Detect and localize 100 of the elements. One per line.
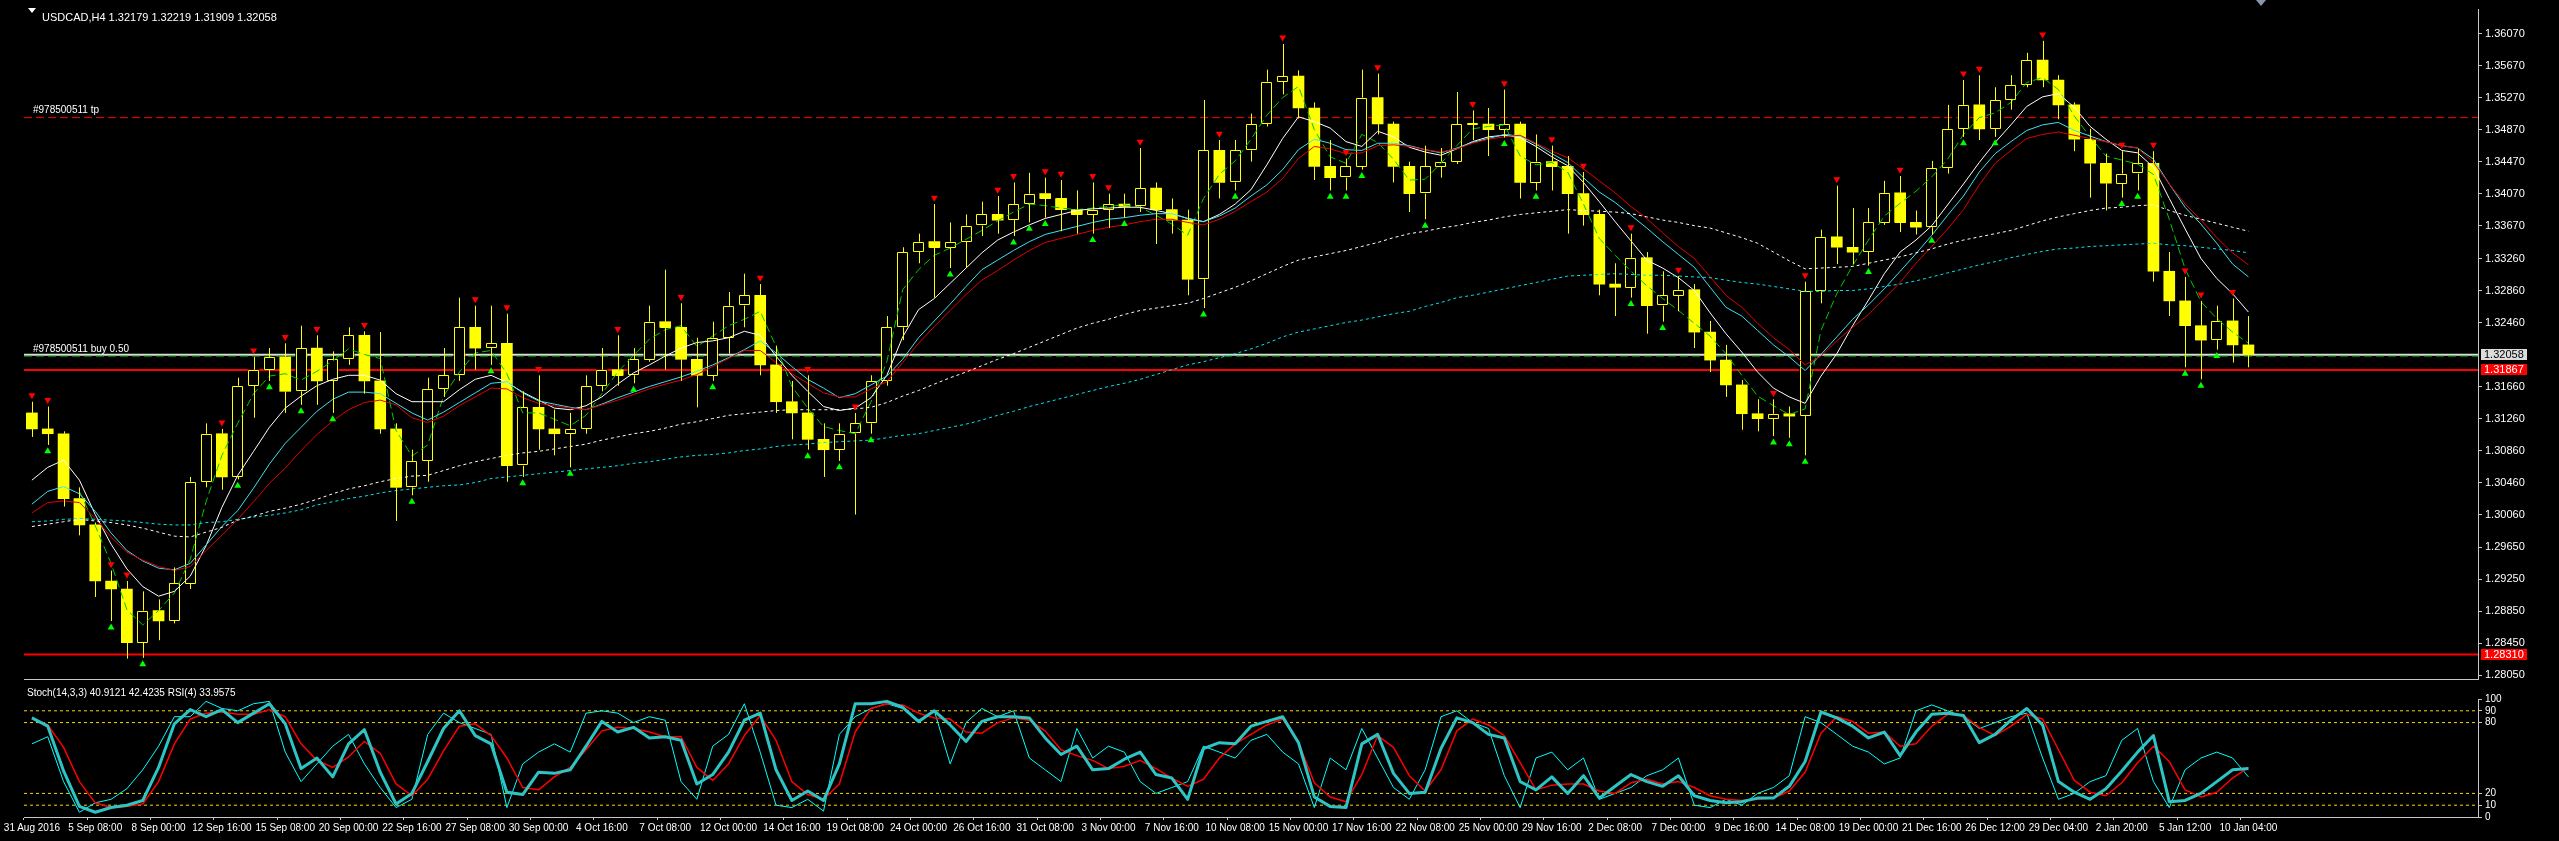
candlestick [232, 377, 243, 480]
candlestick [89, 522, 102, 598]
x-tick-label: 14 Oct 16:00 [763, 821, 821, 833]
point [804, 366, 812, 373]
point [471, 297, 479, 304]
point [1374, 65, 1382, 72]
ref-line-label: 1.32058 [2484, 348, 2524, 361]
candlestick [945, 221, 956, 269]
candlestick [1894, 175, 1906, 233]
point [1770, 438, 1777, 445]
candlestick [1863, 207, 1874, 267]
candlestick [1198, 99, 1209, 309]
y-tick-label: 1.31260 [2485, 411, 2525, 424]
point [2118, 200, 2126, 207]
x-tick-label: 4 Oct 16:00 [576, 821, 629, 833]
candlestick [121, 580, 133, 660]
point [1675, 267, 1682, 274]
candlestick [1926, 160, 1937, 235]
candlestick [1150, 181, 1162, 245]
candlestick [1989, 86, 2001, 138]
candlestick [1530, 133, 1541, 191]
point [1010, 174, 1017, 181]
candlestick [2179, 276, 2191, 368]
candlestick [961, 213, 972, 269]
y-tick-label: 100 [2485, 692, 2503, 704]
candlestick [358, 330, 371, 395]
point [2197, 292, 2205, 299]
candlestick [247, 356, 260, 419]
point [1326, 192, 1334, 199]
x-tick-label: 7 Dec 00:00 [1651, 821, 1706, 833]
candlestick [2005, 74, 2016, 111]
candlestick [976, 201, 987, 237]
candlestick [1688, 283, 1701, 349]
x-tick-label: 7 Nov 16:00 [1144, 821, 1200, 833]
candlestick [1261, 69, 1273, 127]
candlestick [2116, 150, 2127, 199]
x-tick-label: 9 Dec 16:00 [1714, 821, 1770, 833]
point [408, 497, 416, 504]
candlestick [406, 449, 417, 496]
y-tick-label: 1.34470 [2485, 154, 2525, 167]
candlestick [706, 321, 719, 382]
candlestick [675, 302, 687, 382]
candlestick [913, 233, 924, 264]
candlestick [169, 566, 180, 624]
point [2181, 369, 2189, 376]
candlestick [1514, 121, 1526, 199]
candlestick [216, 428, 228, 491]
candlestick [201, 422, 212, 488]
candlestick [1087, 181, 1098, 235]
y-tick-label: 1.35270 [2485, 90, 2525, 103]
candlestick [1561, 155, 1574, 235]
candlestick [422, 377, 433, 483]
candlestick [770, 345, 782, 414]
point [1975, 66, 1983, 73]
point [503, 305, 511, 312]
x-tick-label: 21 Dec 16:00 [1902, 821, 1962, 833]
point [1896, 167, 1904, 174]
candlestick [469, 305, 482, 371]
x-tick-label: 20 Sep 00:00 [318, 821, 379, 833]
x-tick-label: 15 Sep 08:00 [255, 821, 316, 833]
point [1025, 224, 1033, 231]
candlestick [342, 326, 355, 366]
point [281, 334, 289, 341]
y-tick-label: 1.30460 [2485, 475, 2525, 488]
y-tick-label: 1.32460 [2485, 315, 2525, 328]
candlestick [1420, 145, 1431, 220]
point [1342, 192, 1350, 199]
x-tick-label: 2 Dec 08:00 [1588, 821, 1643, 833]
x-tick-label: 30 Sep 00:00 [508, 821, 569, 833]
point [1532, 192, 1540, 199]
candlestick [1593, 209, 1606, 296]
candlestick [1451, 91, 1462, 165]
x-tick-label: 25 Nov 00:00 [1458, 821, 1519, 833]
point [1041, 169, 1049, 176]
point [1089, 174, 1097, 181]
y-tick-label: 90 [2485, 704, 2497, 716]
point [566, 469, 574, 476]
x-tick-label: 5 Sep 08:00 [68, 821, 123, 833]
point [2118, 142, 2126, 149]
x-tick-label: 22 Sep 16:00 [382, 821, 443, 833]
y-tick-label: 1.30060 [2485, 507, 2525, 520]
candlestick [1673, 275, 1684, 312]
point [1785, 440, 1793, 447]
point [1120, 220, 1128, 227]
point [614, 326, 622, 333]
y-tick-label: 1.28050 [2485, 668, 2525, 681]
candlestick [152, 598, 165, 641]
candlestick [185, 476, 196, 590]
x-tick-label: 5 Jan 12:00 [2158, 821, 2212, 833]
x-tick-label: 29 Nov 16:00 [1522, 821, 1582, 833]
point [1864, 268, 1872, 275]
point [630, 385, 638, 392]
ref-line-label: 1.28310 [2484, 648, 2524, 661]
x-tick-label: 26 Dec 12:00 [1965, 821, 2026, 833]
candlestick [2211, 305, 2222, 351]
point [234, 481, 242, 488]
candlestick [2147, 150, 2160, 283]
x-tick-label: 2 Jan 20:00 [2095, 821, 2149, 833]
x-tick-label: 17 Nov 16:00 [1332, 821, 1392, 833]
point [1342, 150, 1350, 157]
